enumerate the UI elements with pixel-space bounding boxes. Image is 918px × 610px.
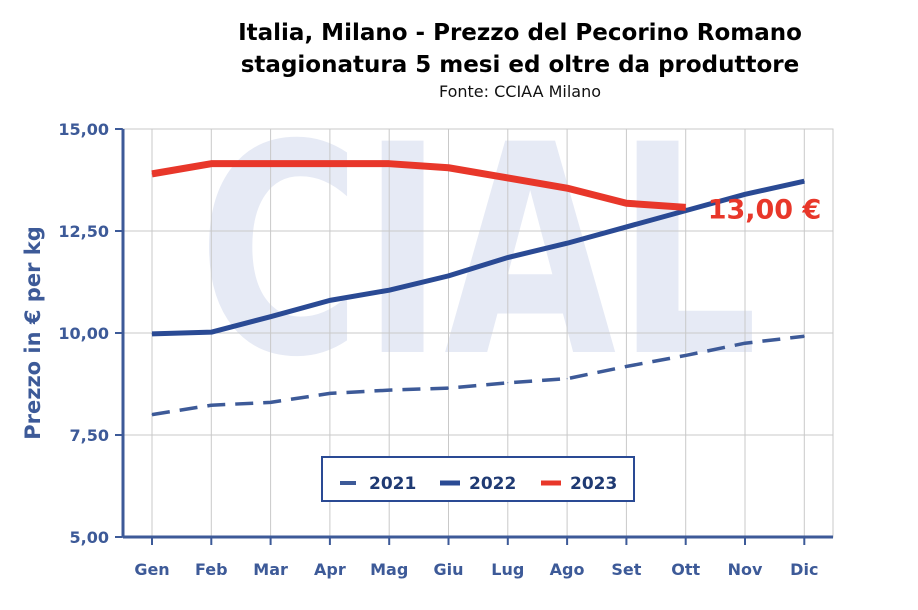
y-tick-label: 10,00 bbox=[58, 324, 109, 343]
chart-subtitle: stagionatura 5 mesi ed oltre da produtto… bbox=[240, 52, 800, 78]
x-tick-label: Giu bbox=[433, 560, 463, 579]
legend-label-2023: 2023 bbox=[570, 474, 617, 494]
x-tick-label: Ago bbox=[550, 560, 585, 579]
series-line-2022 bbox=[151, 178, 805, 337]
data-point-2022 bbox=[210, 331, 212, 333]
watermark-logo: CIAL bbox=[198, 84, 758, 421]
y-tick-label: 5,00 bbox=[70, 528, 109, 547]
series-line-2023 bbox=[151, 160, 686, 211]
legend: 2021 2022 2023 bbox=[321, 456, 635, 502]
chart-source: Fonte: CCIAA Milano bbox=[438, 82, 602, 101]
data-point-2022 bbox=[329, 299, 331, 301]
x-tick-label: Ott bbox=[671, 560, 700, 579]
data-point-2022 bbox=[448, 275, 449, 277]
x-tick-label: Lug bbox=[491, 560, 524, 579]
data-point-2022 bbox=[507, 257, 509, 259]
y-axis-label: Prezzo in € per kg bbox=[21, 226, 45, 440]
x-tick-label: Feb bbox=[195, 560, 228, 579]
data-point-2021 bbox=[388, 389, 390, 391]
data-point-2023 bbox=[329, 163, 331, 165]
x-tick-label: Set bbox=[611, 560, 641, 579]
data-point-2023 bbox=[151, 173, 153, 175]
x-tick-label: Mar bbox=[253, 560, 288, 579]
x-tick-label: Nov bbox=[728, 560, 763, 579]
legend-label-2022: 2022 bbox=[469, 474, 516, 494]
data-point-2021 bbox=[566, 378, 568, 380]
data-point-2023 bbox=[625, 202, 627, 204]
data-point-2021 bbox=[507, 382, 509, 384]
chart-title: Italia, Milano - Prezzo del Pecorino Rom… bbox=[238, 20, 802, 46]
legend-label-2021: 2021 bbox=[369, 474, 416, 494]
x-tick-label: Mag bbox=[370, 560, 408, 579]
y-tick-label: 15,00 bbox=[58, 120, 109, 139]
data-point-2021 bbox=[210, 404, 212, 406]
x-tick-label: Apr bbox=[314, 560, 346, 579]
data-point-2021 bbox=[270, 401, 272, 403]
x-tick-label: Dic bbox=[790, 560, 818, 579]
x-tick-label: Gen bbox=[134, 560, 169, 579]
data-point-2023 bbox=[448, 167, 449, 169]
series-line-2021 bbox=[151, 334, 805, 417]
data-point-2021 bbox=[744, 342, 746, 344]
data-point-2021 bbox=[448, 387, 449, 389]
data-point-2021 bbox=[803, 335, 805, 337]
data-point-2022 bbox=[151, 333, 153, 335]
data-point-2022 bbox=[270, 316, 272, 318]
data-point-2023 bbox=[566, 187, 568, 189]
data-point-2022 bbox=[803, 180, 805, 182]
data-point-2022 bbox=[625, 226, 627, 228]
data-point-2023 bbox=[210, 163, 212, 165]
data-point-2022 bbox=[566, 242, 568, 244]
data-point-2021 bbox=[625, 365, 627, 367]
data-point-2021 bbox=[685, 354, 687, 356]
data-point-2021 bbox=[151, 414, 153, 416]
last-value-annotation: 13,00 € bbox=[708, 194, 822, 225]
data-point-2021 bbox=[329, 392, 331, 394]
data-point-2022 bbox=[388, 289, 390, 291]
data-point-2023 bbox=[685, 206, 687, 208]
data-point-2023 bbox=[507, 177, 509, 179]
data-point-2023 bbox=[388, 163, 390, 165]
legend-box bbox=[321, 456, 635, 502]
y-tick-label: 12,50 bbox=[58, 222, 109, 241]
data-point-2022 bbox=[744, 193, 746, 195]
data-point-2023 bbox=[270, 163, 272, 165]
y-tick-label: 7,50 bbox=[70, 426, 109, 445]
